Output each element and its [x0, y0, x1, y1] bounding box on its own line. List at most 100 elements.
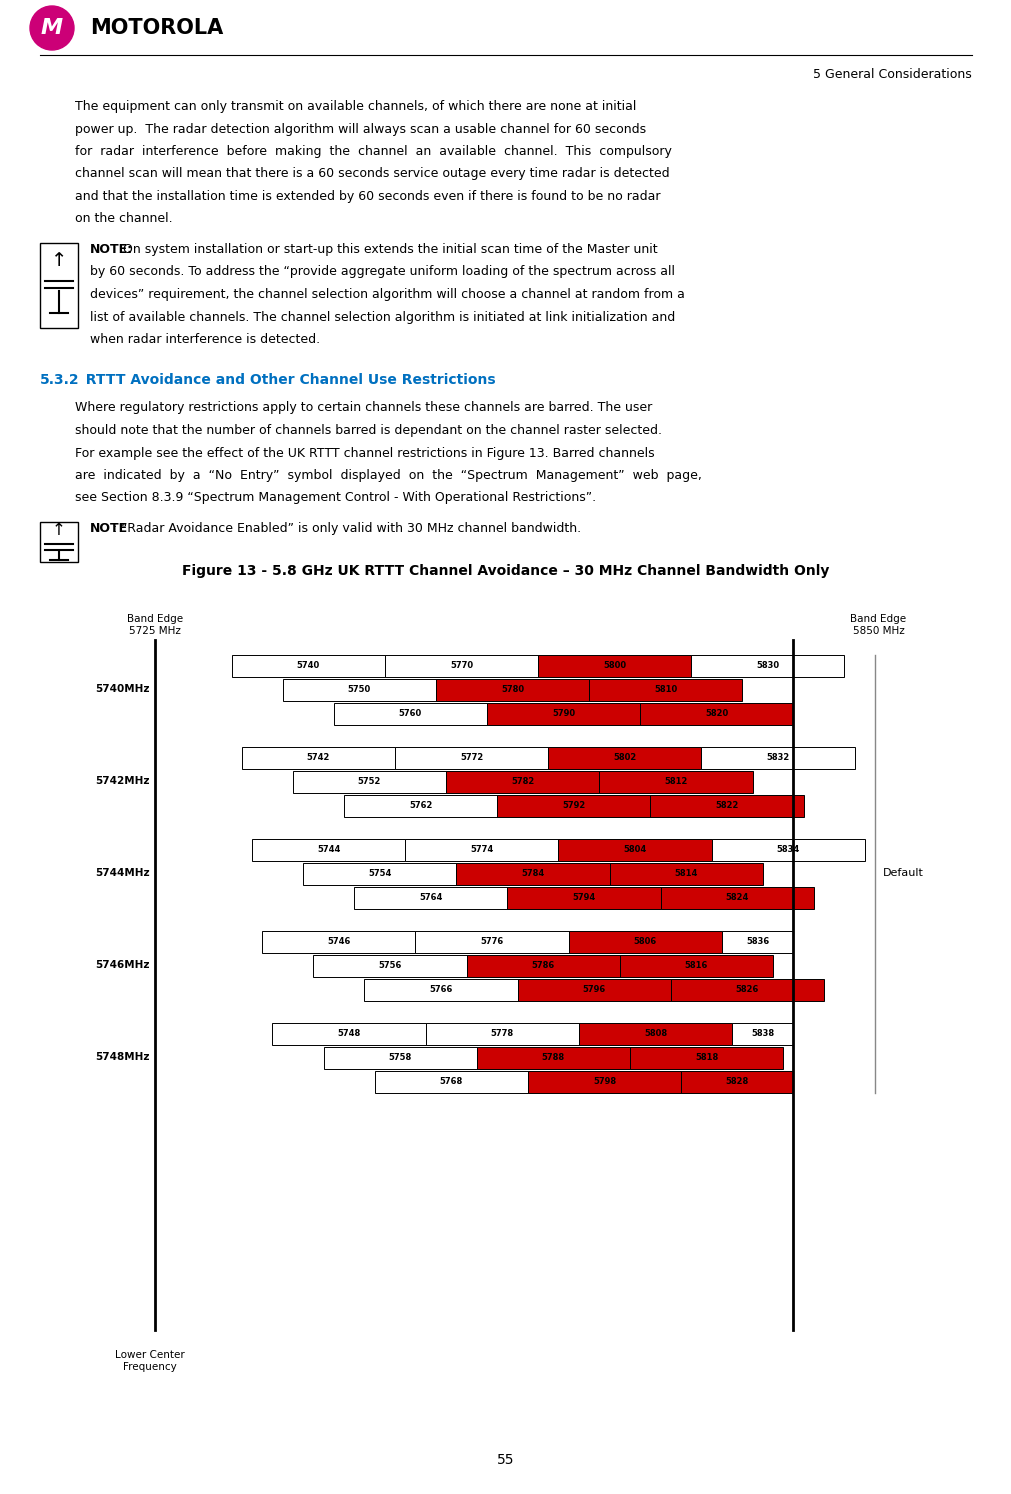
Text: M: M [40, 18, 63, 37]
Text: : “Radar Avoidance Enabled” is only valid with 30 MHz channel bandwidth.: : “Radar Avoidance Enabled” is only vali… [113, 521, 580, 535]
Text: 5742: 5742 [306, 753, 330, 762]
Text: 5800: 5800 [603, 660, 626, 669]
Bar [691, 654, 843, 677]
Bar [292, 771, 446, 792]
Text: power up.  The radar detection algorithm will always scan a usable channel for 6: power up. The radar detection algorithm … [75, 123, 645, 136]
Text: 5806: 5806 [633, 937, 656, 946]
Bar [721, 931, 793, 953]
Bar [374, 1071, 528, 1092]
Text: Band Edge
5850 MHz: Band Edge 5850 MHz [849, 614, 906, 636]
Bar [599, 771, 752, 792]
Bar [334, 702, 486, 725]
Bar [436, 678, 588, 701]
Text: 5808: 5808 [643, 1029, 666, 1038]
Text: are  indicated  by  a  “No  Entry”  symbol  displayed  on  the  “Spectrum  Manag: are indicated by a “No Entry” symbol dis… [75, 469, 702, 483]
Text: 5794: 5794 [572, 893, 595, 902]
Text: RTTT Avoidance and Other Channel Use Restrictions: RTTT Avoidance and Other Channel Use Res… [76, 374, 495, 387]
Bar [731, 1022, 793, 1044]
Text: 5788: 5788 [541, 1053, 564, 1062]
Text: 5.3.2: 5.3.2 [40, 374, 80, 387]
Text: 5830: 5830 [755, 660, 778, 669]
Text: 5748MHz: 5748MHz [95, 1052, 150, 1062]
Bar [558, 838, 711, 861]
Text: list of available channels. The channel selection algorithm is initiated at link: list of available channels. The channel … [90, 311, 674, 324]
Bar [629, 1046, 783, 1068]
Text: 5838: 5838 [750, 1029, 773, 1038]
Text: 5784: 5784 [521, 870, 544, 878]
Text: 5762: 5762 [408, 801, 432, 810]
Bar [416, 931, 568, 953]
Text: 5752: 5752 [358, 777, 381, 786]
Text: ↑: ↑ [51, 251, 67, 270]
Text: 5802: 5802 [613, 753, 636, 762]
Text: 5760: 5760 [398, 710, 422, 719]
Bar [517, 979, 670, 1001]
Text: 5740MHz: 5740MHz [95, 684, 150, 695]
Text: 5816: 5816 [684, 961, 708, 970]
Text: 5780: 5780 [500, 686, 524, 695]
Bar [578, 1022, 731, 1044]
Text: 5826: 5826 [735, 985, 758, 994]
Bar [609, 862, 762, 884]
Bar [588, 678, 742, 701]
Bar [232, 654, 384, 677]
Text: 5742MHz: 5742MHz [95, 777, 150, 786]
Text: 5812: 5812 [663, 777, 686, 786]
Text: 5 General Considerations: 5 General Considerations [813, 69, 971, 81]
Text: 5824: 5824 [725, 893, 748, 902]
Bar [680, 1071, 793, 1092]
Bar [476, 1046, 629, 1068]
Text: 5786: 5786 [531, 961, 554, 970]
Text: Where regulatory restrictions apply to certain channels these channels are barre: Where regulatory restrictions apply to c… [75, 402, 652, 414]
Bar [40, 521, 78, 562]
Text: 5746MHz: 5746MHz [95, 961, 150, 971]
Text: On system installation or start-up this extends the initial scan time of the Mas: On system installation or start-up this … [119, 244, 657, 255]
Bar [364, 979, 517, 1001]
Text: 5810: 5810 [653, 686, 676, 695]
Text: 5750: 5750 [348, 686, 371, 695]
Bar [496, 795, 650, 817]
Text: Default: Default [883, 868, 923, 878]
Text: and that the installation time is extended by 60 seconds even if there is found : and that the installation time is extend… [75, 190, 660, 203]
Text: when radar interference is detected.: when radar interference is detected. [90, 333, 319, 347]
Bar [650, 795, 803, 817]
Text: 5758: 5758 [388, 1053, 411, 1062]
Text: 5744: 5744 [316, 846, 340, 855]
Bar [242, 747, 394, 768]
Text: 5770: 5770 [450, 660, 472, 669]
Text: 5776: 5776 [480, 937, 503, 946]
Text: 5766: 5766 [429, 985, 452, 994]
Text: 5754: 5754 [368, 870, 391, 878]
Text: ↑: ↑ [52, 521, 66, 539]
Bar [303, 862, 456, 884]
Text: 5774: 5774 [470, 846, 493, 855]
Text: for  radar  interference  before  making  the  channel  an  available  channel. : for radar interference before making the… [75, 145, 671, 158]
Text: NOTE:: NOTE: [90, 244, 133, 255]
Circle shape [30, 6, 74, 49]
Bar [354, 886, 507, 908]
Text: by 60 seconds. To address the “provide aggregate uniform loading of the spectrum: by 60 seconds. To address the “provide a… [90, 266, 674, 278]
Text: 5832: 5832 [765, 753, 789, 762]
Text: 5814: 5814 [673, 870, 698, 878]
Text: 5796: 5796 [582, 985, 606, 994]
Bar [252, 838, 404, 861]
Text: 5744MHz: 5744MHz [95, 868, 150, 878]
Bar [486, 702, 640, 725]
Bar [446, 771, 599, 792]
Bar [660, 886, 813, 908]
Bar [670, 979, 823, 1001]
Text: 5820: 5820 [705, 710, 728, 719]
Text: 5782: 5782 [511, 777, 534, 786]
Text: The equipment can only transmit on available channels, of which there are none a: The equipment can only transmit on avail… [75, 100, 636, 114]
Text: 5798: 5798 [592, 1077, 616, 1086]
Text: 5834: 5834 [775, 846, 799, 855]
Text: 5740: 5740 [296, 660, 319, 669]
Bar [619, 955, 772, 977]
Text: 5772: 5772 [460, 753, 483, 762]
Text: 5804: 5804 [623, 846, 646, 855]
Bar [466, 955, 619, 977]
Text: 55: 55 [496, 1454, 515, 1467]
Bar [426, 1022, 578, 1044]
Bar [394, 747, 548, 768]
Bar [701, 747, 854, 768]
